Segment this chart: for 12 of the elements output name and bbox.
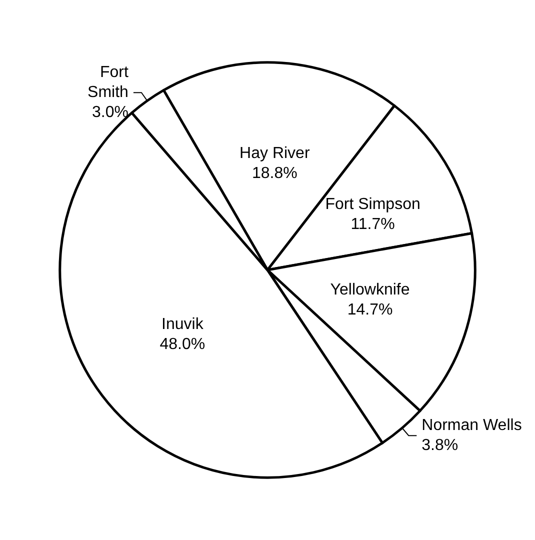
data-label: 3.8%	[422, 437, 458, 454]
data-label: 18.8%	[252, 164, 298, 182]
data-label: 48.0%	[160, 336, 206, 354]
slice-label: Hay River	[240, 144, 310, 162]
slice-label: Fort Smith	[88, 64, 129, 102]
slice-label: Inuvik	[162, 316, 204, 334]
data-label: 14.7%	[347, 301, 393, 318]
data-label: 11.7%	[350, 216, 395, 234]
slice-label: Fort Simpson	[325, 196, 420, 214]
data-label: 3.0%	[92, 104, 128, 122]
slice-label: Norman Wells	[422, 417, 522, 434]
slice-label: Yellowknife	[330, 281, 410, 298]
